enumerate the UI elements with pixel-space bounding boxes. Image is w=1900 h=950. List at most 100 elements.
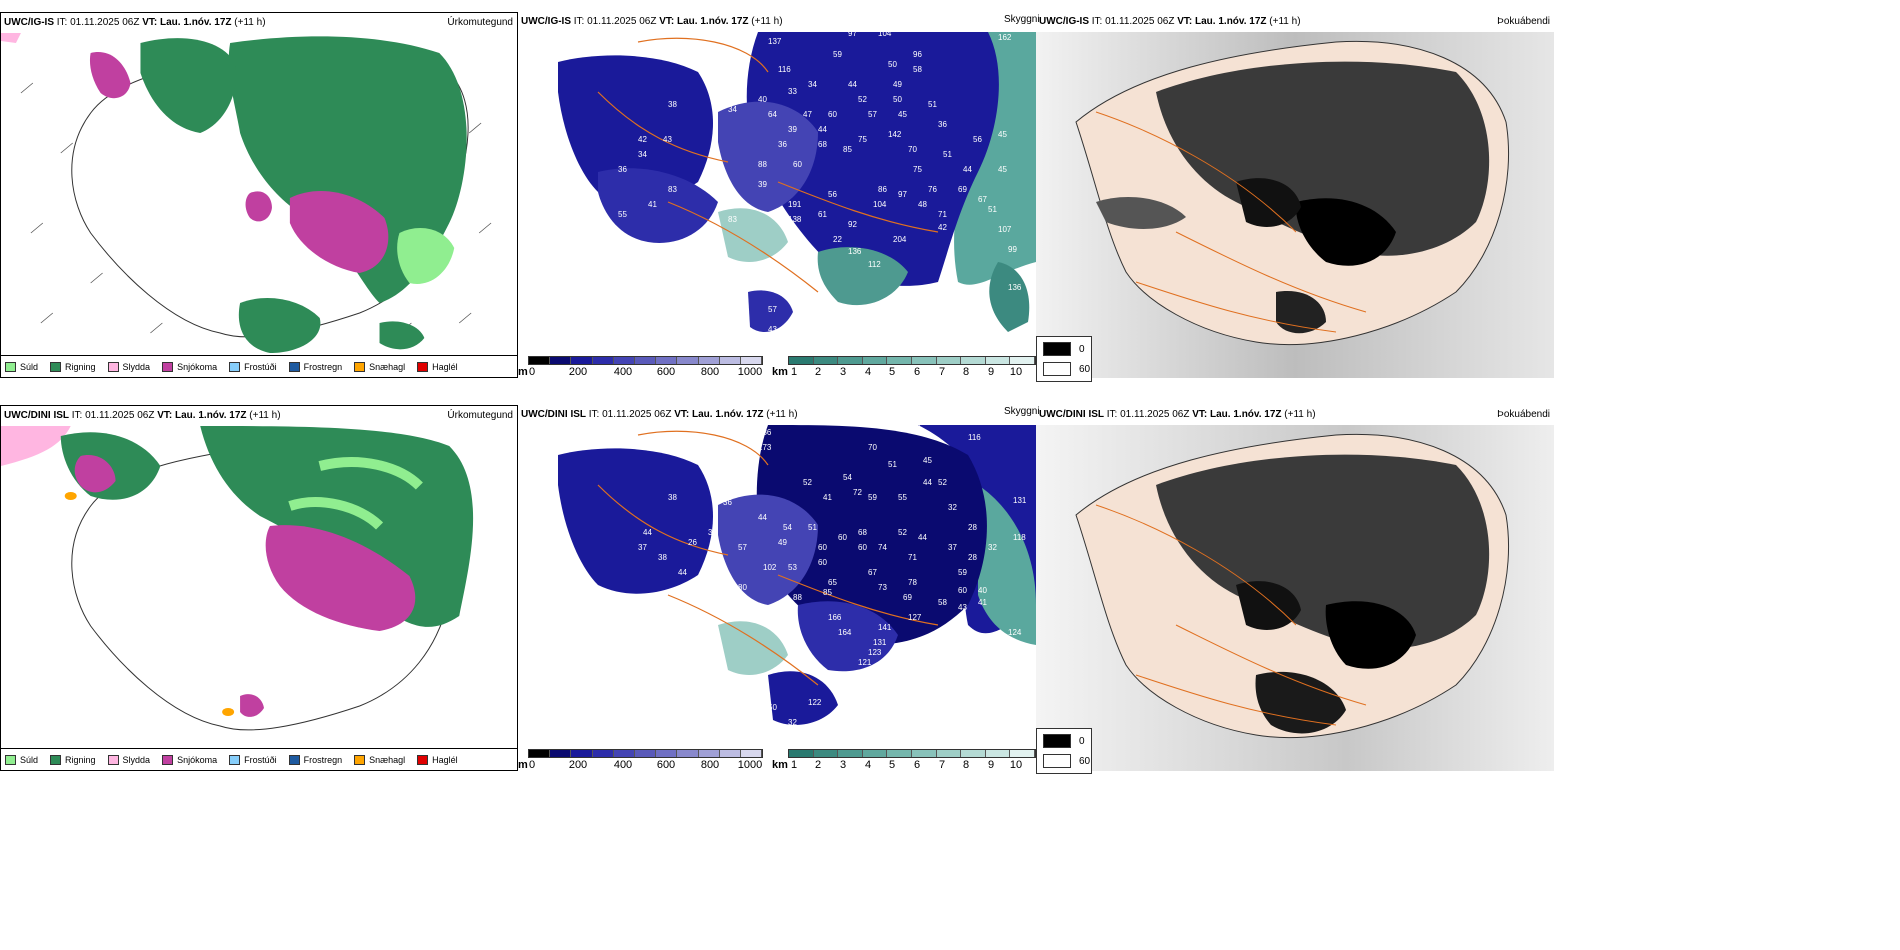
- legend-item: Frostúði: [229, 754, 277, 765]
- panel-header: UWC/IG-IS IT: 01.11.2025 06Z VT: Lau. 1.…: [518, 12, 1036, 32]
- model-name: UWC/DINI ISL: [1039, 409, 1104, 420]
- ceiling-tick: 200: [568, 366, 588, 378]
- svg-text:124: 124: [1008, 628, 1022, 637]
- precip-type-legend: Súld Rigning Slydda Snjókoma Frostúði Fr…: [1, 355, 517, 377]
- svg-text:44: 44: [918, 533, 927, 542]
- it-time: 01.11.2025 06Z: [602, 409, 672, 420]
- it-time: 01.11.2025 06Z: [1120, 409, 1190, 420]
- svg-text:121: 121: [858, 658, 872, 667]
- it-label: IT:: [573, 16, 585, 27]
- svg-text:45: 45: [923, 456, 932, 465]
- svg-text:45: 45: [998, 130, 1007, 139]
- legend-item: Snjókoma: [162, 361, 218, 372]
- svg-text:118: 118: [1013, 533, 1026, 542]
- model-name: UWC/DINI ISL: [4, 410, 69, 421]
- map-type-title: Þokuábendi: [1497, 16, 1550, 27]
- legend-swatch: [5, 361, 16, 372]
- svg-text:99: 99: [1008, 245, 1017, 254]
- svg-text:39: 39: [683, 583, 692, 592]
- fog-legend-swatch: [1043, 734, 1071, 748]
- ceiling-tick: 0: [528, 366, 536, 378]
- legend-swatch: [417, 754, 429, 765]
- svg-text:52: 52: [858, 95, 867, 104]
- legend-swatch: [354, 754, 366, 765]
- svg-text:96: 96: [913, 50, 922, 59]
- vt-time: Lau. 1.nóv. 17Z: [175, 410, 247, 421]
- svg-text:44: 44: [923, 478, 932, 487]
- svg-text:51: 51: [988, 205, 997, 214]
- legend-item: Rigning: [50, 361, 96, 372]
- legend-swatch: [50, 754, 62, 765]
- it-time: 01.11.2025 06Z: [1105, 16, 1175, 27]
- legend-label: Snæhagl: [369, 361, 406, 372]
- legend-label: Snæhagl: [369, 754, 406, 765]
- svg-text:40: 40: [978, 586, 987, 595]
- it-time: 01.11.2025 06Z: [587, 16, 657, 27]
- legend-label: Súld: [20, 754, 39, 765]
- svg-text:45: 45: [998, 165, 1007, 174]
- legend-label: Snjókoma: [177, 361, 218, 372]
- svg-text:138: 138: [788, 215, 802, 224]
- lead-time: (+11 h): [751, 16, 783, 27]
- legend-item: Haglél: [417, 754, 458, 765]
- svg-text:34: 34: [638, 150, 647, 159]
- visibility-tick: 1: [790, 366, 798, 378]
- legend-label: Slydda: [122, 361, 151, 372]
- svg-text:40: 40: [548, 225, 557, 234]
- svg-text:41: 41: [978, 598, 987, 607]
- svg-text:166: 166: [828, 613, 842, 622]
- svg-text:72: 72: [853, 488, 862, 497]
- svg-text:44: 44: [643, 528, 652, 537]
- svg-text:51: 51: [588, 210, 597, 219]
- legend-item: Snjókoma: [162, 754, 217, 765]
- svg-text:116: 116: [968, 433, 981, 442]
- svg-text:49: 49: [778, 538, 787, 547]
- svg-text:32: 32: [948, 503, 957, 512]
- legend-swatch: [50, 361, 62, 372]
- svg-text:64: 64: [768, 110, 777, 119]
- ceiling-tick: 800: [700, 366, 720, 378]
- svg-text:136: 136: [1008, 283, 1022, 292]
- svg-text:75: 75: [858, 135, 867, 144]
- ceiling-tick: 400: [613, 366, 633, 378]
- legend-swatch: [5, 754, 16, 765]
- visibility-unit: km: [772, 366, 788, 378]
- precip-type-panel-2: UWC/DINI ISL IT: 01.11.2025 06Z VT: Lau.…: [0, 405, 518, 771]
- svg-text:36: 36: [538, 215, 547, 224]
- svg-text:42: 42: [938, 223, 947, 232]
- ceiling-tick: 0: [528, 759, 536, 771]
- svg-text:44: 44: [758, 513, 767, 522]
- svg-text:69: 69: [903, 593, 912, 602]
- fog-legend-swatch: [1043, 754, 1071, 768]
- it-time: 01.11.2025 06Z: [85, 410, 155, 421]
- svg-text:67: 67: [868, 568, 877, 577]
- svg-text:85: 85: [823, 588, 832, 597]
- visibility-color-steps: [788, 749, 1036, 758]
- svg-text:51: 51: [808, 523, 817, 532]
- fog-legend-label: 60: [1079, 755, 1091, 767]
- svg-text:88: 88: [758, 160, 767, 169]
- visibility-tick: 8: [962, 366, 970, 378]
- svg-text:49: 49: [548, 608, 557, 617]
- svg-text:54: 54: [843, 473, 852, 482]
- model-name: UWC/IG-IS: [521, 16, 571, 27]
- svg-text:50: 50: [768, 703, 777, 712]
- legend-swatch: [229, 754, 241, 765]
- svg-text:131: 131: [873, 638, 887, 647]
- legend-label: Súld: [20, 361, 39, 372]
- ceiling-unit: m: [518, 366, 528, 378]
- svg-text:73: 73: [878, 583, 887, 592]
- svg-text:44: 44: [678, 568, 687, 577]
- svg-text:71: 71: [938, 210, 947, 219]
- panel-header: UWC/DINI ISL IT: 01.11.2025 06Z VT: Lau.…: [1036, 405, 1554, 425]
- fog-legend-1: 0 60: [1036, 336, 1092, 382]
- svg-text:173: 173: [758, 443, 772, 452]
- svg-text:83: 83: [728, 215, 737, 224]
- visibility-map: 137 97 104 162 59 96 50 58 116 34 44 49 34 40 33 52 …: [518, 32, 1036, 342]
- it-label: IT:: [71, 410, 83, 421]
- precip-map: [1, 33, 517, 355]
- svg-text:80: 80: [738, 583, 747, 592]
- model-name: UWC/DINI ISL: [521, 409, 586, 420]
- fog-indicator-panel-2: UWC/DINI ISL IT: 01.11.2025 06Z VT: Lau.…: [1036, 405, 1554, 771]
- panel-header: UWC/DINI ISL IT: 01.11.2025 06Z VT: Lau.…: [1, 406, 517, 426]
